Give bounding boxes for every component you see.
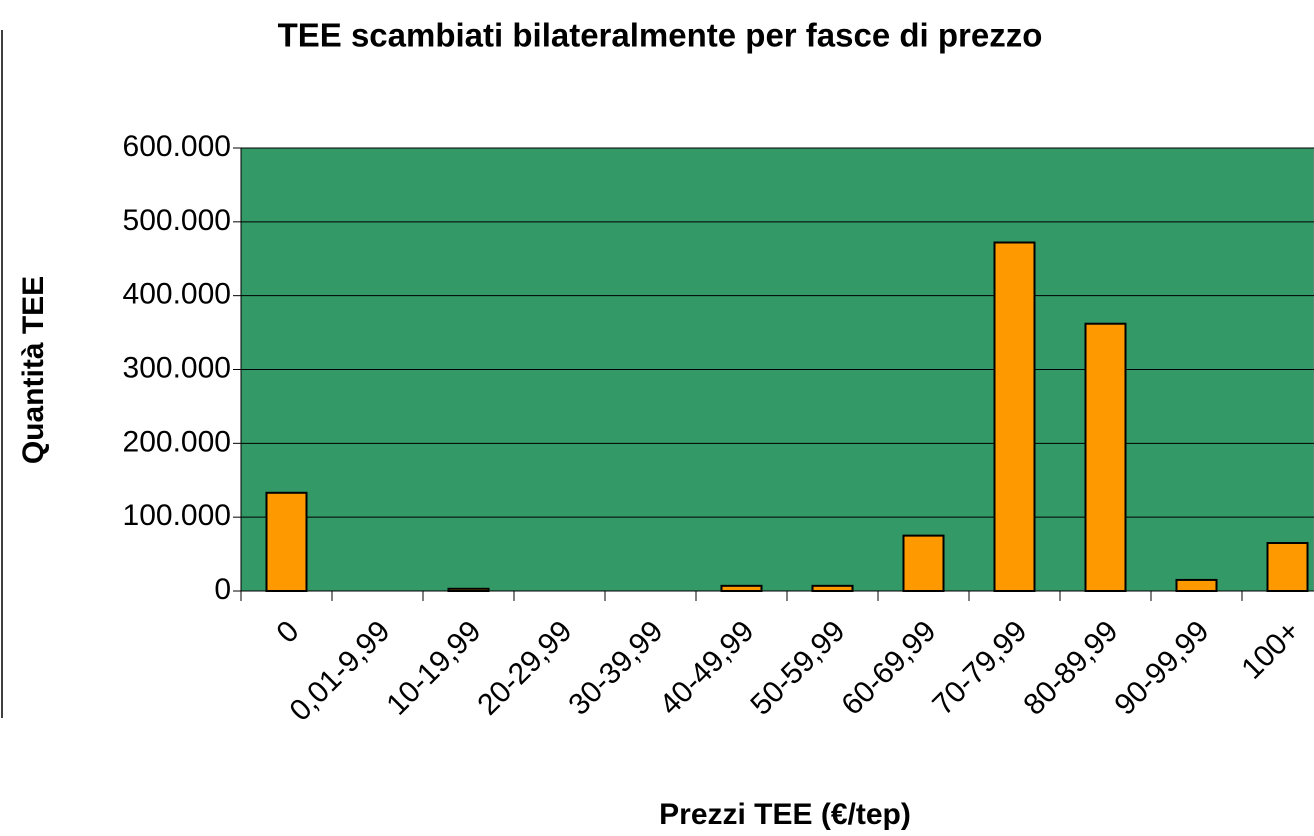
x-tick-label: 0 [270, 615, 305, 650]
y-tick-label: 500.000 [123, 204, 231, 237]
x-tick-label: 100+ [1235, 615, 1306, 686]
x-tick-label: 70-79,99 [926, 615, 1033, 722]
bar [1266, 542, 1309, 593]
y-tick-label: 400.000 [123, 278, 231, 311]
x-axis-label: Prezzi TEE (€/tep) [659, 798, 911, 831]
bar [1084, 322, 1127, 592]
x-tick-label: 10-19,99 [380, 615, 487, 722]
x-tick-label: 90-99,99 [1108, 615, 1215, 722]
x-tick-label: 40-49,99 [653, 615, 760, 722]
y-axis-label: Quantità TEE [17, 276, 50, 464]
x-tick-label: 60-69,99 [835, 615, 942, 722]
bar [811, 584, 854, 592]
bar [447, 587, 490, 592]
y-tick-label: 600.000 [123, 130, 231, 163]
x-tick-label: 80-89,99 [1017, 615, 1124, 722]
bar [993, 241, 1036, 593]
x-tick-label: 50-59,99 [744, 615, 851, 722]
y-tick-label: 200.000 [123, 425, 231, 458]
y-tick-label: 300.000 [123, 351, 231, 384]
bar [1175, 578, 1218, 592]
bar [265, 491, 308, 592]
x-tick-label: 20-29,99 [471, 615, 578, 722]
chart-title: TEE scambiati bilateralmente per fasce d… [278, 17, 1043, 54]
x-tick-label: 30-39,99 [562, 615, 669, 722]
y-tick-label: 0 [214, 573, 231, 606]
y-tick-label: 100.000 [123, 499, 231, 532]
bar [720, 584, 763, 592]
bar [902, 534, 945, 592]
x-tick-label: 0,01-9,99 [283, 615, 396, 728]
